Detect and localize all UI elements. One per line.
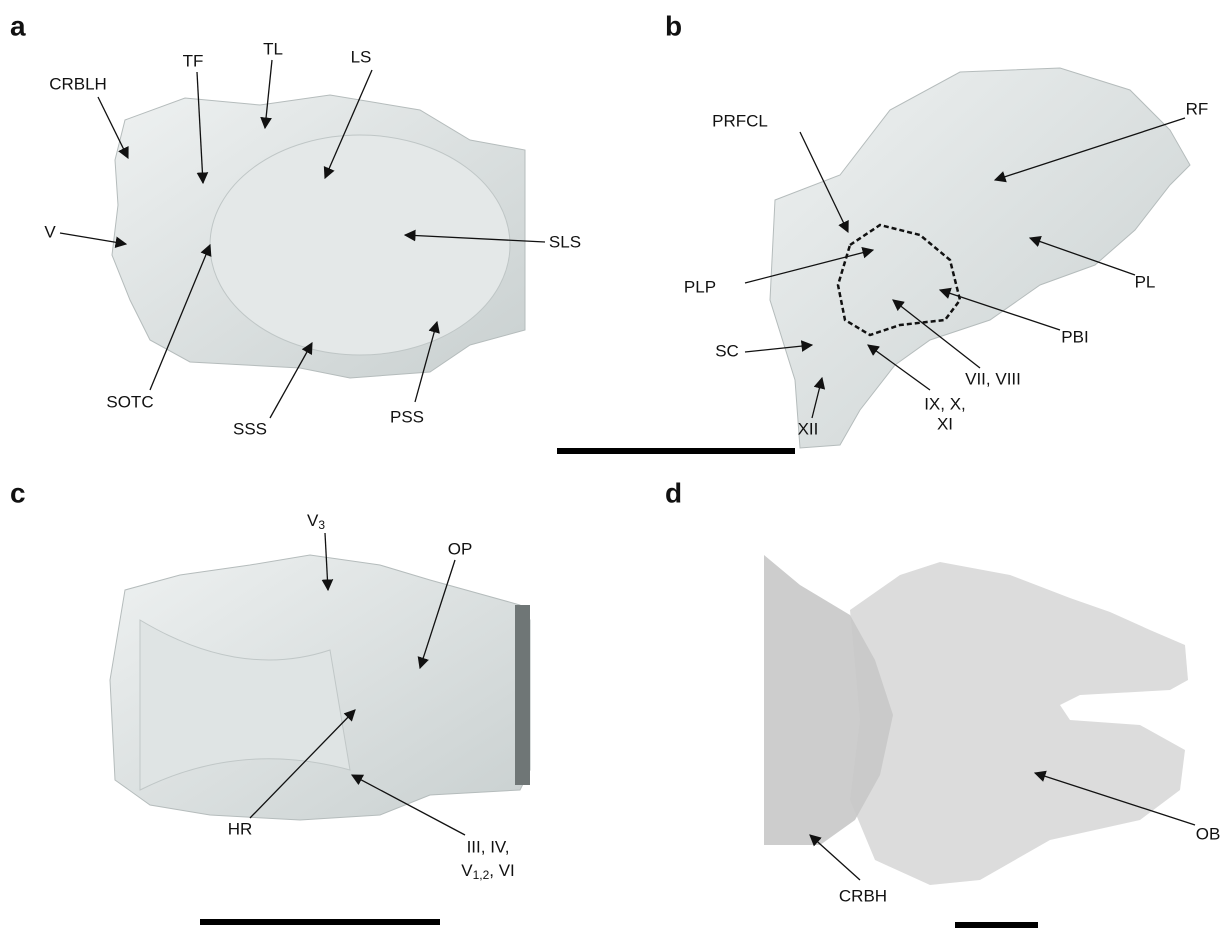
specimen-lateral [770,68,1190,448]
label: XI [937,414,953,433]
label: CRBLH [49,74,107,93]
label: TF [183,51,204,70]
label: CRBH [839,886,887,905]
label: LS [351,47,372,66]
label-subscript: 1,2 [473,868,490,882]
panel-letter: b [665,10,682,41]
label: PRFCL [712,111,768,130]
arrow [810,835,860,880]
label: V3 [307,511,325,532]
brain-region-ob [850,562,1188,885]
surface-shading [210,135,510,355]
label: TL [263,39,283,58]
label: PSS [390,407,424,426]
figure: a CRBLH TF TL LS V SLS SOTC SSS PSS b RF… [0,0,1231,929]
label: OP [448,539,473,558]
label-subscript: 3 [318,518,325,532]
panel-letter: d [665,477,682,508]
label: OB [1196,824,1221,843]
label: SLS [549,232,581,251]
label-text: V [307,511,319,530]
label: SSS [233,419,267,438]
label: PLP [684,277,716,296]
label: VII, VIII [965,369,1021,388]
label: V1,2, VI [461,861,515,882]
cut-face [515,605,530,785]
label: PBI [1061,327,1088,346]
panel-letter: a [10,10,26,41]
label: SC [715,341,739,360]
panel-letter: c [10,477,26,508]
label: III, IV, [467,837,510,856]
label: RF [1186,99,1209,118]
label-text: , VI [489,861,515,880]
label: IX, X, [924,394,966,413]
label: SOTC [106,392,153,411]
label-text: V [461,861,473,880]
label: HR [228,819,253,838]
label: V [44,222,56,241]
label: PL [1135,272,1156,291]
label: XII [798,419,819,438]
